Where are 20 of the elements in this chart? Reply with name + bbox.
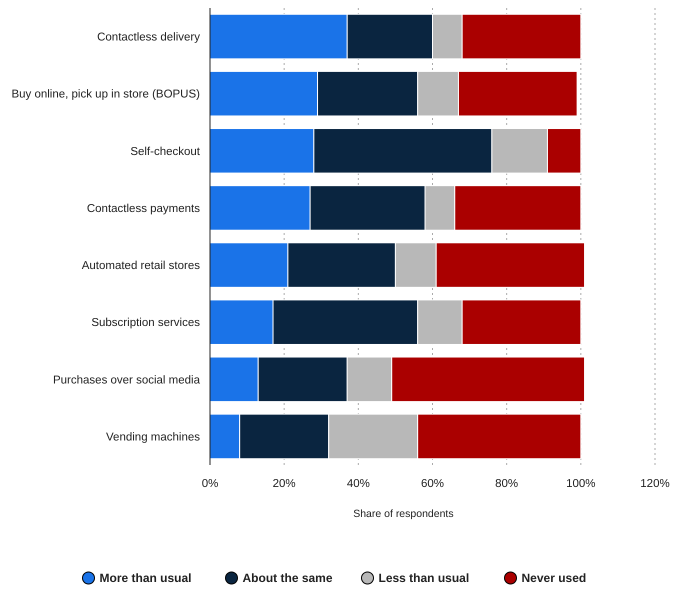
x-tick-label: 120% xyxy=(640,478,670,490)
y-tick-label: Vending machines xyxy=(106,431,200,444)
x-tick-label: 20% xyxy=(272,478,296,490)
y-tick-label: Subscription services xyxy=(91,317,200,330)
y-tick-label: Self-checkout xyxy=(130,146,201,158)
x-tick-label: 0% xyxy=(202,478,218,490)
y-tick-label: Automated retail stores xyxy=(82,260,200,272)
x-axis-title: Share of respondents xyxy=(353,508,454,520)
legend-label: Less than usual xyxy=(378,571,470,586)
y-tick-label: Purchases over social media xyxy=(52,374,201,386)
x-tick-label: 60% xyxy=(420,478,444,490)
legend-label: Never used xyxy=(522,571,586,586)
x-tick-label: 100% xyxy=(566,478,596,490)
y-tick-label: Buy online, pick up in store (BOPUS) xyxy=(11,88,200,101)
x-tick-label: 80% xyxy=(495,478,518,490)
y-tick-label: Contactless delivery xyxy=(97,32,200,44)
legend-label: More than usual xyxy=(100,571,192,586)
legend-label: About the same xyxy=(242,571,333,586)
y-tick-label: Contactless payments xyxy=(86,202,200,215)
x-tick-label: 40% xyxy=(346,478,370,490)
